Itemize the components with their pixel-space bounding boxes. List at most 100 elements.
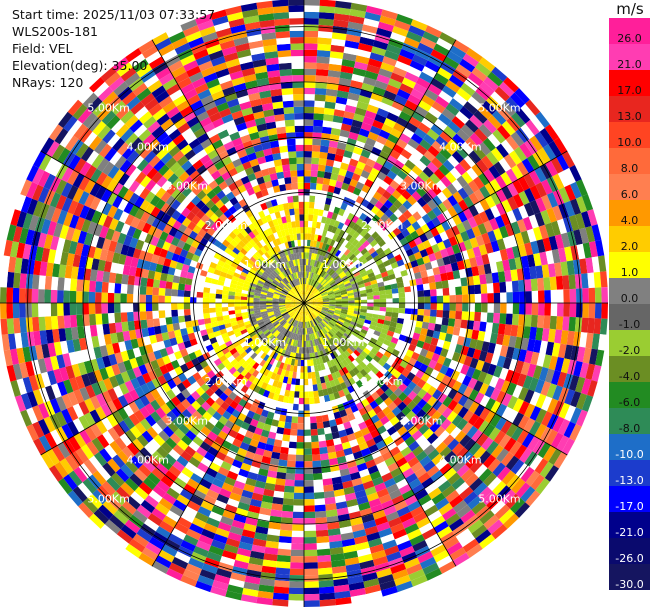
velocity-gate [338, 244, 345, 252]
velocity-gate [188, 456, 201, 468]
velocity-gate [204, 276, 213, 284]
velocity-gate [119, 159, 132, 173]
velocity-gate [360, 309, 367, 313]
velocity-gate [205, 387, 215, 397]
velocity-gate [292, 297, 299, 301]
velocity-gate [16, 211, 27, 228]
velocity-gate [417, 296, 425, 303]
velocity-gate [585, 257, 594, 274]
velocity-gate [243, 334, 251, 341]
velocity-gate [348, 236, 356, 244]
velocity-gate [321, 382, 327, 390]
velocity-gate [132, 509, 148, 524]
velocity-gate [276, 400, 283, 409]
velocity-gate [322, 210, 329, 218]
velocity-gate [376, 425, 387, 435]
velocity-gate [315, 331, 320, 339]
velocity-gate [362, 261, 370, 269]
velocity-gate [78, 400, 90, 416]
velocity-gate [63, 474, 78, 491]
velocity-gate [518, 349, 527, 362]
velocity-gate [535, 393, 547, 409]
velocity-gate [210, 401, 221, 412]
velocity-gate [328, 321, 335, 327]
velocity-gate [335, 278, 343, 284]
velocity-gate [19, 303, 26, 318]
velocity-gate [402, 200, 413, 210]
velocity-gate [104, 519, 121, 535]
velocity-gate [332, 315, 339, 321]
velocity-gate [101, 481, 116, 496]
velocity-gate [439, 32, 456, 46]
velocity-gate [483, 331, 492, 343]
velocity-gate [273, 279, 280, 285]
velocity-gate [121, 446, 135, 460]
velocity-gate [525, 470, 540, 487]
velocity-gate [462, 409, 474, 423]
velocity-gate [216, 350, 225, 359]
velocity-gate [338, 168, 348, 177]
velocity-gate [522, 267, 531, 280]
velocity-gate [548, 448, 562, 466]
velocity-gate [506, 292, 513, 303]
velocity-gate [427, 396, 438, 407]
velocity-gate [436, 339, 445, 348]
velocity-gate [427, 83, 442, 96]
velocity-gate [418, 100, 432, 112]
velocity-gate [418, 423, 430, 435]
velocity-gate [25, 273, 34, 289]
velocity-gate [358, 421, 368, 431]
velocity-gate [244, 371, 252, 380]
velocity-gate [434, 475, 448, 488]
velocity-gate [396, 317, 405, 325]
velocity-gate [347, 412, 356, 422]
velocity-gate [237, 347, 245, 355]
velocity-gate [277, 333, 284, 341]
velocity-gate [288, 345, 293, 352]
velocity-gate [37, 187, 50, 204]
velocity-gate [310, 233, 315, 241]
velocity-gate [481, 341, 490, 353]
velocity-gate [382, 190, 392, 200]
velocity-gate [190, 390, 201, 401]
velocity-gate [550, 289, 558, 303]
velocity-gate [416, 314, 424, 322]
velocity-gate [320, 310, 328, 315]
velocity-gate [321, 263, 327, 271]
velocity-gate [165, 437, 177, 449]
velocity-gate [414, 127, 427, 139]
velocity-gate [311, 227, 316, 235]
velocity-gate [240, 376, 249, 385]
velocity-gate [304, 265, 306, 272]
velocity-gate [255, 316, 263, 322]
velocity-gate [59, 224, 70, 240]
velocity-gate [487, 363, 497, 376]
velocity-gate [384, 217, 394, 227]
velocity-gate [294, 480, 304, 487]
velocity-gate [448, 138, 461, 151]
velocity-gate [450, 225, 461, 236]
velocity-gate [304, 505, 315, 512]
velocity-gate [331, 38, 346, 47]
velocity-gate [569, 214, 580, 231]
velocity-gate [319, 592, 336, 601]
velocity-gate [314, 371, 320, 379]
velocity-gate [329, 540, 343, 549]
velocity-gate [304, 195, 310, 202]
velocity-gate [311, 435, 319, 443]
velocity-gate [321, 471, 332, 480]
velocity-gate [196, 286, 204, 293]
velocity-gate [419, 439, 432, 451]
velocity-gate [126, 496, 141, 510]
velocity-gate [385, 289, 393, 295]
velocity-gate [426, 432, 439, 445]
velocity-gate [499, 281, 507, 293]
velocity-gate [493, 343, 503, 356]
velocity-gate [396, 281, 405, 289]
velocity-gate [436, 310, 444, 318]
velocity-gate [327, 331, 334, 338]
velocity-gate [304, 208, 309, 215]
velocity-gate [393, 159, 405, 170]
velocity-gate [432, 206, 443, 217]
velocity-gate [348, 581, 365, 591]
